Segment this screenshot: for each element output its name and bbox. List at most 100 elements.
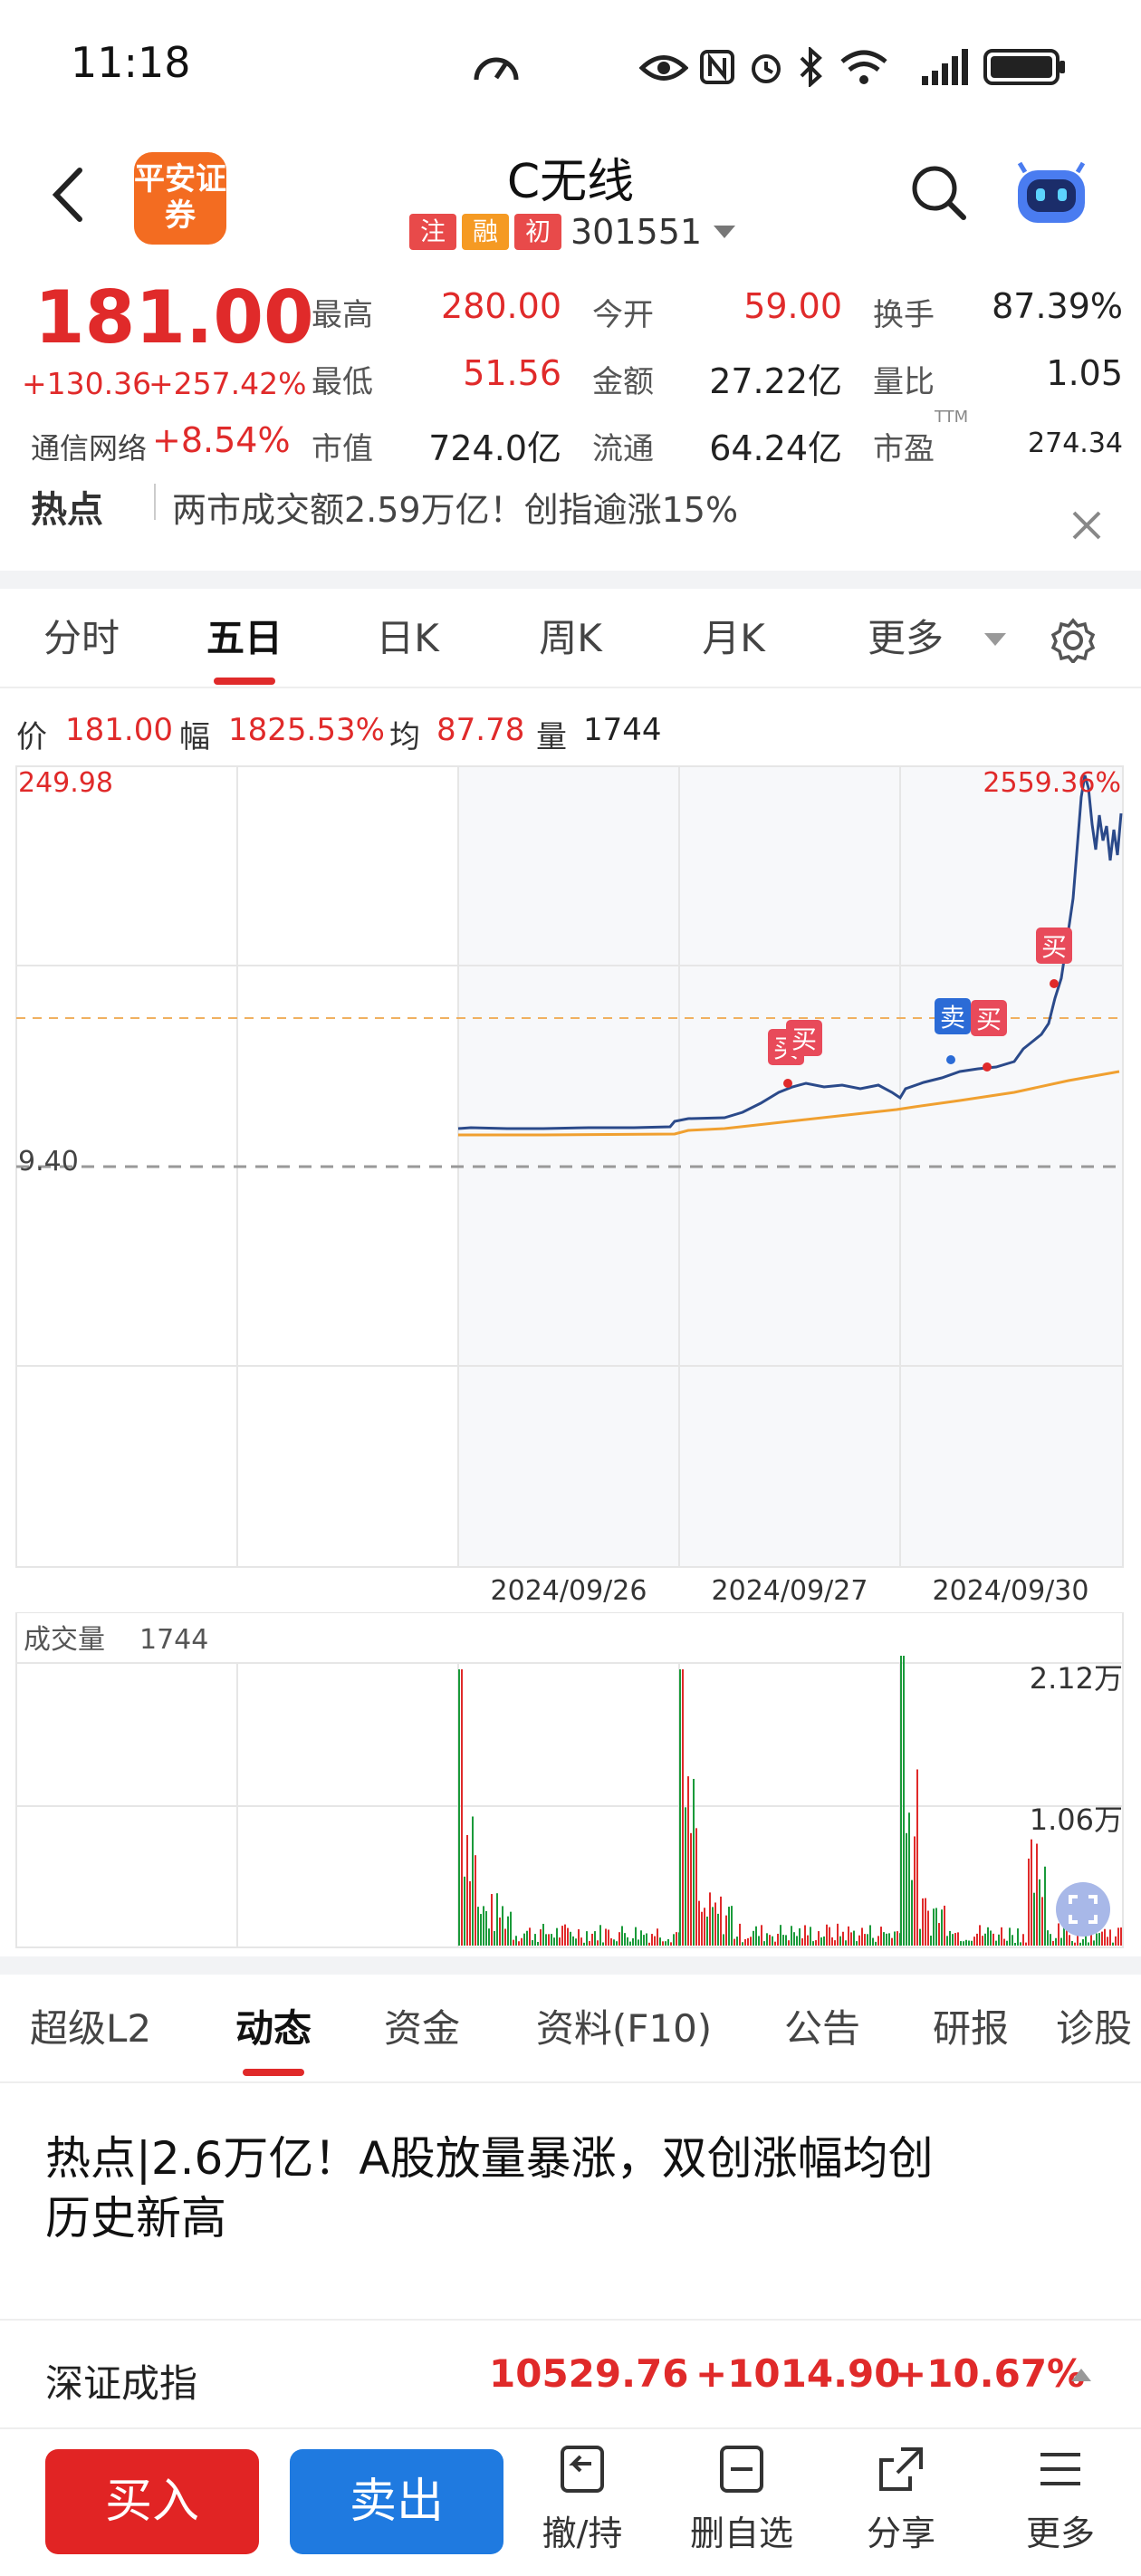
tab-news[interactable]: 动态: [235, 2006, 312, 2051]
tab-intraday[interactable]: 分时: [43, 616, 120, 660]
volume-bar: [900, 1656, 902, 1946]
tab-f10[interactable]: 资料(F10): [535, 2006, 713, 2051]
search-icon[interactable]: [909, 163, 969, 223]
cancel-hold-button[interactable]: 撤/持: [514, 2442, 650, 2569]
tab-super-l2[interactable]: 超级L2: [29, 2006, 152, 2051]
quote-panel: 181.00 +130.36 +257.42% 通信网络 +8.54% 最高 2…: [0, 272, 1141, 480]
volume-bar: [513, 1939, 514, 1946]
svg-text:买: 买: [791, 1024, 817, 1054]
volume-bar: [891, 1937, 893, 1946]
active-ftab-indicator: [243, 2069, 304, 2076]
tab-more[interactable]: 更多: [867, 616, 944, 660]
tab-funds[interactable]: 资金: [383, 2006, 460, 2051]
more-label: 更多: [1025, 2514, 1095, 2553]
info-vol: 1744: [583, 712, 662, 748]
volume-bar: [545, 1934, 547, 1946]
volume-bar: [877, 1936, 879, 1946]
volume-bar: [1071, 1940, 1073, 1946]
speed-icon: [474, 57, 519, 81]
pe-label: 市盈: [873, 431, 935, 467]
buy-marker[interactable]: 买: [1036, 928, 1072, 964]
volume-bar: [472, 1816, 474, 1946]
volume-bar: [640, 1930, 642, 1946]
tab-daily-k[interactable]: 日K: [376, 616, 439, 660]
sell-button[interactable]: 卖出: [290, 2449, 503, 2554]
sell-marker[interactable]: 卖: [935, 998, 971, 1034]
volume-bar: [914, 1836, 916, 1946]
settings-gear-icon[interactable]: [1050, 618, 1096, 663]
more-dropdown-icon[interactable]: [982, 630, 1009, 649]
volume-bar: [1028, 1858, 1030, 1946]
volume-bar: [597, 1940, 599, 1946]
volume-bar: [1003, 1938, 1005, 1946]
volume-bar: [1041, 1897, 1043, 1946]
volume-bar: [772, 1936, 773, 1946]
more-button[interactable]: 更多: [992, 2442, 1128, 2569]
price-chart[interactable]: 买 买 卖 买 买 249.98 2559.36% 9.40 2024/09/2…: [0, 761, 1141, 1612]
tab-five-day[interactable]: 五日: [206, 616, 283, 660]
volume-bar: [769, 1935, 771, 1946]
share-button[interactable]: 分享: [833, 2442, 969, 2569]
volume-bar: [1101, 1931, 1103, 1946]
delete-watchlist-button[interactable]: 删自选: [674, 2442, 810, 2569]
news-item[interactable]: 热点|2.6万亿！A股放量暴涨，双创涨幅均创 历史新高: [0, 2092, 1141, 2319]
volume-bar: [518, 1941, 520, 1946]
assistant-robot-icon[interactable]: [1012, 161, 1090, 226]
volume-bar: [919, 1928, 921, 1946]
volume-bar: [796, 1936, 798, 1946]
volume-bar: [1025, 1942, 1027, 1946]
volume-bar: [858, 1935, 860, 1946]
volume-tick-label: 1.06万: [1030, 1802, 1123, 1837]
index-value: 10529.76: [489, 2351, 689, 2396]
low-label: 最低: [312, 364, 373, 400]
dropdown-icon[interactable]: [711, 223, 738, 241]
status-bar: 11:18: [0, 0, 1141, 136]
tab-diagnosis[interactable]: 诊股: [1056, 2006, 1133, 2051]
share-label: 分享: [866, 2514, 935, 2553]
back-icon[interactable]: [45, 163, 91, 226]
turnover-value: 87.39%: [992, 286, 1123, 326]
buy-marker[interactable]: 买: [971, 1000, 1007, 1036]
tab-announcements[interactable]: 公告: [783, 2006, 860, 2051]
buy-button[interactable]: 买入: [45, 2449, 259, 2554]
volume-bar: [523, 1933, 525, 1946]
volume-bar: [1050, 1934, 1051, 1946]
volume-bar: [578, 1928, 580, 1946]
hot-topic-bar[interactable]: 热点 两市成交额2.59万亿！创指逾涨15%: [0, 471, 1141, 571]
open-value: 59.00: [743, 286, 842, 326]
volume-chart[interactable]: 成交量 1744 2.12万 1.06万: [0, 1611, 1141, 1956]
volume-bar: [872, 1937, 874, 1946]
index-ticker[interactable]: 深证成指 10529.76 +1014.90 +10.67%: [0, 2319, 1141, 2427]
tab-monthly-k[interactable]: 月K: [702, 616, 765, 660]
signal-icon: [922, 49, 968, 85]
fullscreen-button[interactable]: [1056, 1882, 1110, 1937]
volume-bar: [665, 1941, 666, 1946]
volume-bar: [906, 1832, 907, 1946]
volume-bar: [580, 1937, 582, 1946]
hot-text[interactable]: 两市成交额2.59万亿！创指逾涨15%: [172, 490, 739, 530]
tab-research[interactable]: 研报: [932, 2006, 1009, 2051]
wifi-icon: [840, 50, 887, 84]
buy-marker[interactable]: 买: [786, 1020, 822, 1056]
volume-bar: [1017, 1928, 1019, 1946]
volume-bar: [542, 1923, 544, 1946]
volume-bar: [679, 1669, 681, 1946]
tab-weekly-k[interactable]: 周K: [539, 616, 602, 660]
volume-bar: [599, 1925, 601, 1946]
volume-bar: [624, 1933, 626, 1946]
volume-bar: [995, 1940, 997, 1946]
news-title-line2: 历史新高: [45, 2192, 226, 2244]
close-icon[interactable]: [1069, 507, 1105, 543]
volume-bar: [583, 1942, 585, 1946]
tag-new: 初: [514, 214, 561, 250]
index-pct: +10.67%: [895, 2351, 1086, 2396]
volume-bar: [698, 1900, 700, 1946]
volume-label: 成交量: [24, 1624, 105, 1656]
volume-bar: [1036, 1843, 1038, 1946]
caret-up-icon: [1071, 2369, 1091, 2381]
volume-bar: [594, 1931, 596, 1946]
volume-bar: [556, 1927, 558, 1946]
volume-bar: [933, 1908, 935, 1946]
volume-bar: [564, 1924, 566, 1946]
pe-ttm-label: TTM: [935, 408, 969, 427]
